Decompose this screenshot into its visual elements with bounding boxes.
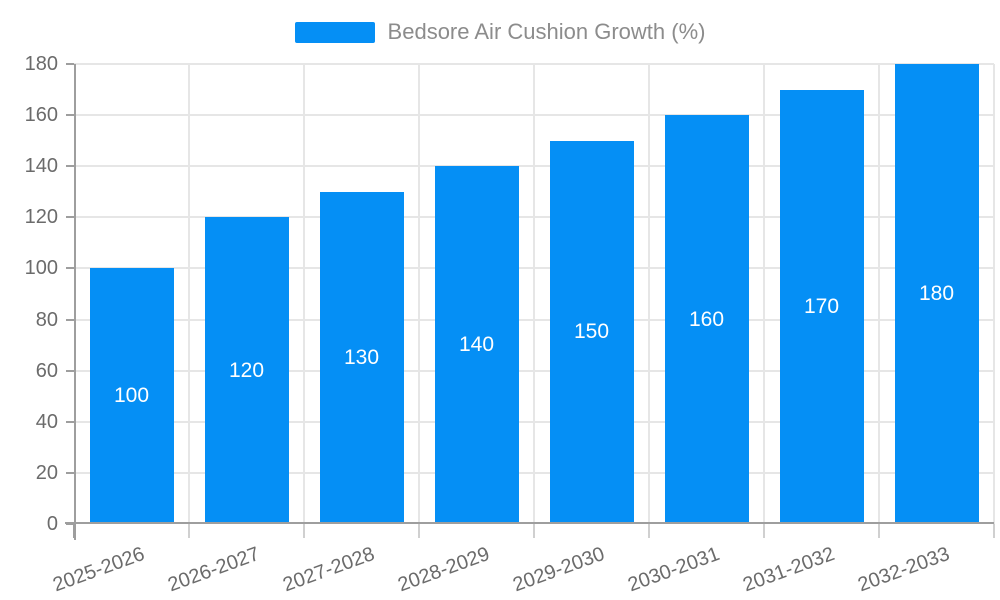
x-axis-tick bbox=[188, 524, 190, 538]
x-tick-label: 2028-2029 bbox=[394, 542, 493, 597]
x-tick-label: 2030-2031 bbox=[624, 542, 723, 597]
bar-value-label: 180 bbox=[918, 282, 955, 305]
bar[interactable]: 150 bbox=[549, 140, 634, 524]
legend-swatch-icon bbox=[294, 21, 375, 43]
y-tick-label: 60 bbox=[35, 359, 58, 382]
x-axis-tick bbox=[763, 524, 765, 538]
x-axis-tick bbox=[878, 524, 880, 538]
y-axis-tick bbox=[66, 63, 74, 65]
bar-value-label: 160 bbox=[688, 307, 725, 331]
v-gridline bbox=[993, 64, 995, 524]
bar[interactable]: 170 bbox=[779, 89, 864, 524]
x-tick-label: 2031-2032 bbox=[739, 542, 838, 597]
y-tick-label: 80 bbox=[35, 308, 58, 331]
y-axis-tick bbox=[66, 523, 74, 525]
x-tick-label: 2027-2028 bbox=[279, 542, 378, 597]
y-tick-label: 40 bbox=[35, 410, 58, 433]
x-tick-label: 2032-2033 bbox=[854, 542, 953, 597]
y-tick-label: 20 bbox=[35, 461, 58, 484]
bar-value-label: 140 bbox=[458, 333, 495, 357]
y-tick-label: 140 bbox=[24, 155, 58, 178]
y-axis-tick bbox=[66, 318, 74, 321]
x-axis-tick bbox=[418, 524, 420, 538]
v-gridline bbox=[418, 64, 420, 524]
legend-label: Bedsore Air Cushion Growth (%) bbox=[387, 19, 706, 44]
bar[interactable]: 160 bbox=[664, 115, 749, 524]
v-gridline bbox=[878, 64, 880, 524]
v-gridline bbox=[188, 64, 190, 524]
legend-item[interactable]: Bedsore Air Cushion Growth (%) bbox=[294, 19, 706, 44]
x-axis-tick bbox=[993, 524, 995, 538]
plot-area: 0 20 40 60 80 100 120 140 160 180 100 120 130 140 150 1… bbox=[25, 53, 995, 596]
y-tick-label: 0 bbox=[46, 513, 58, 535]
y-tick-label: 160 bbox=[24, 104, 58, 127]
y-tick-label: 100 bbox=[24, 257, 58, 280]
x-axis-tick bbox=[533, 524, 535, 538]
x-tick-label: 2025-2026 bbox=[49, 542, 148, 597]
v-gridline bbox=[763, 64, 765, 524]
y-axis-tick bbox=[66, 267, 74, 270]
v-gridline bbox=[533, 64, 535, 524]
y-tick-label: 180 bbox=[24, 53, 58, 75]
bar-value-label: 170 bbox=[803, 294, 840, 318]
y-axis-line bbox=[74, 64, 76, 540]
y-axis-tick bbox=[66, 471, 74, 474]
x-axis-tick bbox=[648, 524, 650, 538]
bar[interactable]: 120 bbox=[204, 217, 289, 524]
bar[interactable]: 100 bbox=[89, 268, 174, 524]
bar[interactable]: 130 bbox=[319, 191, 404, 524]
v-gridline bbox=[648, 64, 650, 524]
x-tick-label: 2026-2027 bbox=[164, 542, 263, 597]
x-axis-tick bbox=[303, 524, 305, 538]
legend: Bedsore Air Cushion Growth (%) bbox=[0, 21, 1000, 43]
y-axis-tick bbox=[66, 420, 74, 423]
y-axis-tick bbox=[66, 165, 74, 168]
bar-value-label: 100 bbox=[113, 384, 150, 408]
x-tick-label: 2029-2030 bbox=[509, 542, 608, 597]
bar-value-label: 120 bbox=[228, 358, 265, 382]
x-axis-line bbox=[65, 522, 994, 524]
y-axis-tick bbox=[66, 114, 74, 117]
v-gridline bbox=[303, 64, 305, 524]
y-tick-label: 120 bbox=[24, 206, 58, 229]
bar-value-label: 130 bbox=[343, 345, 380, 369]
bar-value-label: 150 bbox=[573, 320, 610, 344]
y-axis-tick bbox=[66, 216, 74, 219]
bar[interactable]: 140 bbox=[434, 166, 519, 524]
y-axis-tick bbox=[66, 369, 74, 372]
bar[interactable]: 180 bbox=[894, 64, 979, 524]
